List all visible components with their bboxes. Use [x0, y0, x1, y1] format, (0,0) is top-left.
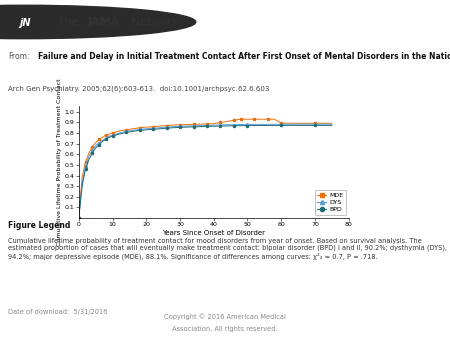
Text: Copyright © 2016 American Medical: Copyright © 2016 American Medical: [164, 314, 286, 320]
Text: Arch Gen Psychiatry. 2005;62(6):603-613.  doi:10.1001/archpsyc.62.6.603: Arch Gen Psychiatry. 2005;62(6):603-613.…: [8, 86, 270, 92]
Legend: MDE, DYS, BPD: MDE, DYS, BPD: [315, 190, 346, 215]
Text: Figure Legend: Figure Legend: [8, 221, 71, 231]
Text: Failure and Delay in Initial Treatment Contact After First Onset of Mental Disor: Failure and Delay in Initial Treatment C…: [38, 52, 450, 61]
Text: jN: jN: [19, 18, 31, 28]
Text: Cumulative lifetime probability of treatment contact for mood disorders from yea: Cumulative lifetime probability of treat…: [8, 238, 447, 260]
Text: Association. All rights reserved.: Association. All rights reserved.: [172, 326, 278, 332]
Y-axis label: Cumulative Lifetime Probability of Treatment Contact: Cumulative Lifetime Probability of Treat…: [57, 78, 62, 246]
Circle shape: [0, 5, 196, 39]
Text: Network: Network: [128, 17, 178, 27]
Text: JAMA: JAMA: [88, 17, 120, 27]
X-axis label: Years Since Onset of Disorder: Years Since Onset of Disorder: [162, 230, 265, 236]
Text: The: The: [58, 17, 83, 27]
Text: Date of download:  5/31/2016: Date of download: 5/31/2016: [8, 309, 108, 315]
Text: From:: From:: [8, 52, 30, 61]
